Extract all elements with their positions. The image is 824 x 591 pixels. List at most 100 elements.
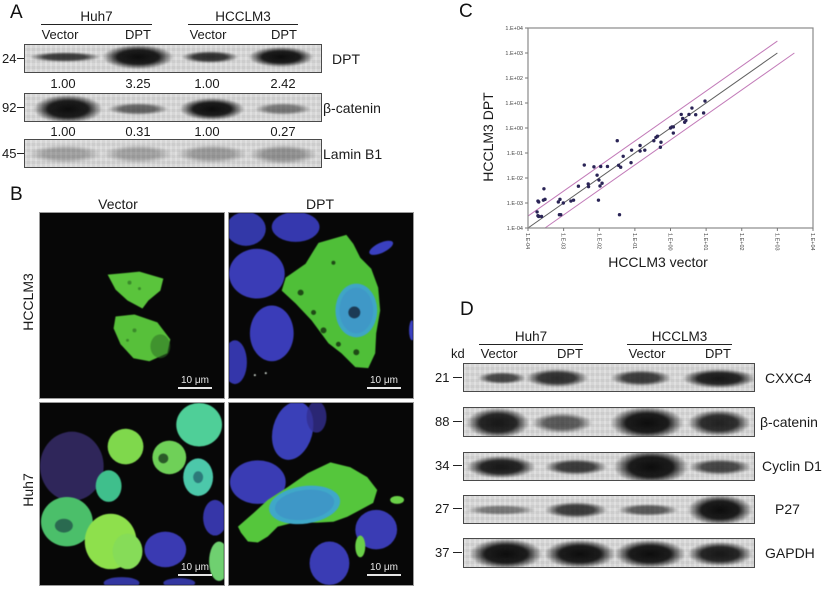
data-point <box>687 112 691 117</box>
lane-label: Vector <box>189 27 227 42</box>
dpt-stained-cell <box>107 271 164 309</box>
data-point <box>679 112 683 117</box>
nucleus <box>229 340 247 385</box>
protein-band <box>687 496 753 523</box>
speckle <box>54 518 73 533</box>
y-tick-label: 1.E+00 <box>505 126 523 132</box>
speckle <box>158 453 169 464</box>
data-point <box>592 165 596 169</box>
row-label-huh7: Huh7 <box>20 473 36 507</box>
protein-label: Lamin B1 <box>323 146 383 162</box>
micrograph-image <box>229 213 413 398</box>
data-point <box>615 139 619 143</box>
data-point <box>558 197 562 202</box>
y-tick-label: 1.E+02 <box>505 76 523 82</box>
lane-label: DPT <box>125 27 151 42</box>
scale-bar: 10 μm <box>178 562 212 576</box>
mw-marker: 92 <box>2 100 17 115</box>
scale-bar: 10 μm <box>367 375 401 389</box>
protein-band <box>29 145 101 163</box>
data-point <box>586 184 591 189</box>
data-point <box>595 173 599 177</box>
quantification-value: 1.00 <box>50 124 76 139</box>
data-point <box>597 178 601 182</box>
scale-bar: 10 μm <box>367 562 401 576</box>
speckle <box>297 289 304 296</box>
protein-band <box>544 502 608 518</box>
protein-label: CXXC4 <box>765 370 812 386</box>
data-point <box>694 113 698 117</box>
x-axis-label: HCCLM3 vector <box>608 254 708 270</box>
marker-tick <box>17 153 24 154</box>
data-point <box>652 139 656 143</box>
dpt-stained-nucleus <box>209 541 224 582</box>
protein-band <box>466 408 530 436</box>
data-point <box>542 187 546 191</box>
data-point <box>569 199 573 203</box>
protein-band <box>617 504 679 516</box>
mw-marker: 24 <box>2 51 17 66</box>
speckle <box>137 287 141 291</box>
data-point <box>658 145 663 149</box>
marker-tick <box>453 508 462 509</box>
micrograph-image <box>229 403 413 585</box>
speckle <box>193 471 204 484</box>
data-point <box>543 197 547 202</box>
mw-marker: 37 <box>435 545 450 560</box>
lane-label: Vector <box>628 346 666 361</box>
group-header-hcclm3: HCCLM3 <box>627 329 732 345</box>
protein-band <box>683 368 754 388</box>
dpt-stained-fragment <box>355 535 366 558</box>
group-header-huh7: Huh7 <box>479 329 583 345</box>
y-tick-label: 1.E+01 <box>505 101 523 107</box>
marker-tick <box>453 421 462 422</box>
protein-band <box>687 409 751 436</box>
data-point <box>638 143 642 148</box>
y-tick-label: 1.E-04 <box>507 226 523 232</box>
marker-tick <box>453 552 462 553</box>
protein-band <box>545 539 615 567</box>
protein-band <box>255 103 311 115</box>
y-axis-label: HCCLM3 DPT <box>480 92 496 182</box>
protein-label: β-catenin <box>323 100 381 116</box>
panel-a-label: A <box>10 2 23 23</box>
marker-tick <box>453 465 462 466</box>
data-point <box>586 182 590 186</box>
data-point <box>596 198 601 202</box>
y-tick-label: 1.E-02 <box>507 176 523 182</box>
protein-band <box>687 541 753 567</box>
speckle <box>126 338 130 342</box>
nucleus <box>229 213 266 246</box>
data-point <box>582 163 586 167</box>
marker-tick <box>17 107 24 108</box>
data-point <box>684 118 688 123</box>
cell-shading <box>150 334 171 359</box>
western-blot-p27 <box>463 495 755 524</box>
protein-band <box>107 103 169 115</box>
merged-nucleus-inner <box>274 489 335 521</box>
nucleus <box>103 577 140 585</box>
marker-tick <box>453 377 462 378</box>
y-tick-label: 1.E+04 <box>505 26 523 32</box>
lane-label: DPT <box>557 346 583 361</box>
data-point <box>600 181 604 185</box>
nucleus <box>203 499 224 536</box>
data-point <box>556 200 561 204</box>
column-label-dpt: DPT <box>306 196 334 212</box>
protein-band <box>544 459 608 475</box>
x-tick-label: 1.E+02 <box>738 233 744 251</box>
dpt-stained-nucleus <box>112 533 143 570</box>
protein-band <box>177 145 247 163</box>
row-label-hcclm3: HCCLM3 <box>20 273 36 331</box>
dpt-stained-nucleus <box>176 403 223 447</box>
nucleus <box>40 431 104 501</box>
mw-marker: 88 <box>435 414 450 429</box>
nucleus <box>249 305 294 362</box>
quantification-value: 2.42 <box>270 76 296 91</box>
nucleus <box>306 403 327 433</box>
data-point <box>537 214 541 219</box>
western-blot-cyclin-d1 <box>463 452 755 481</box>
micrograph-image <box>40 403 224 585</box>
speckle <box>331 260 336 265</box>
speckle <box>127 280 132 285</box>
